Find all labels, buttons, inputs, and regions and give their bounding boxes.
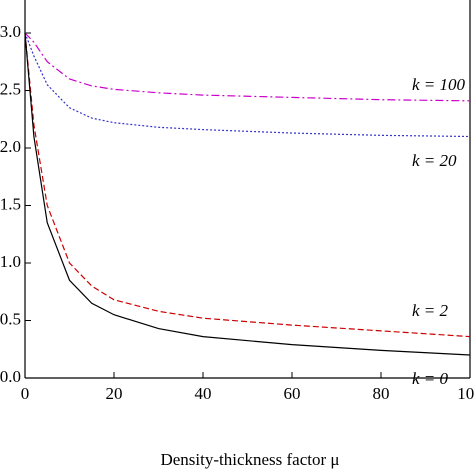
- y-tick-label: 0.0: [0, 367, 21, 386]
- y-tick-label: 1.0: [0, 252, 21, 271]
- series-line: [24, 32, 471, 356]
- x-tick-label: 60: [284, 384, 301, 403]
- y-tick-label: 1.5: [0, 194, 21, 213]
- series-label: k = 0: [412, 369, 449, 388]
- y-tick-label: 2.0: [0, 137, 21, 156]
- y-tick-label: 3.0: [0, 22, 21, 41]
- series-line: [24, 32, 471, 338]
- series-label: k = 20: [412, 151, 457, 170]
- x-tick-label: 20: [106, 384, 123, 403]
- series-label: k = 100: [412, 75, 466, 94]
- series-line: [24, 32, 471, 102]
- x-axis-label: Density-thickness factor μ: [160, 450, 339, 469]
- x-tick-label: 40: [195, 384, 212, 403]
- series-line: [24, 32, 471, 138]
- series-label: k = 2: [412, 301, 449, 320]
- y-tick-label: 0.5: [0, 309, 21, 328]
- x-tick-label: 80: [373, 384, 390, 403]
- y-tick-label: 2.5: [0, 79, 21, 98]
- x-tick-label: 0: [21, 384, 30, 403]
- x-tick-label: 100: [457, 384, 474, 403]
